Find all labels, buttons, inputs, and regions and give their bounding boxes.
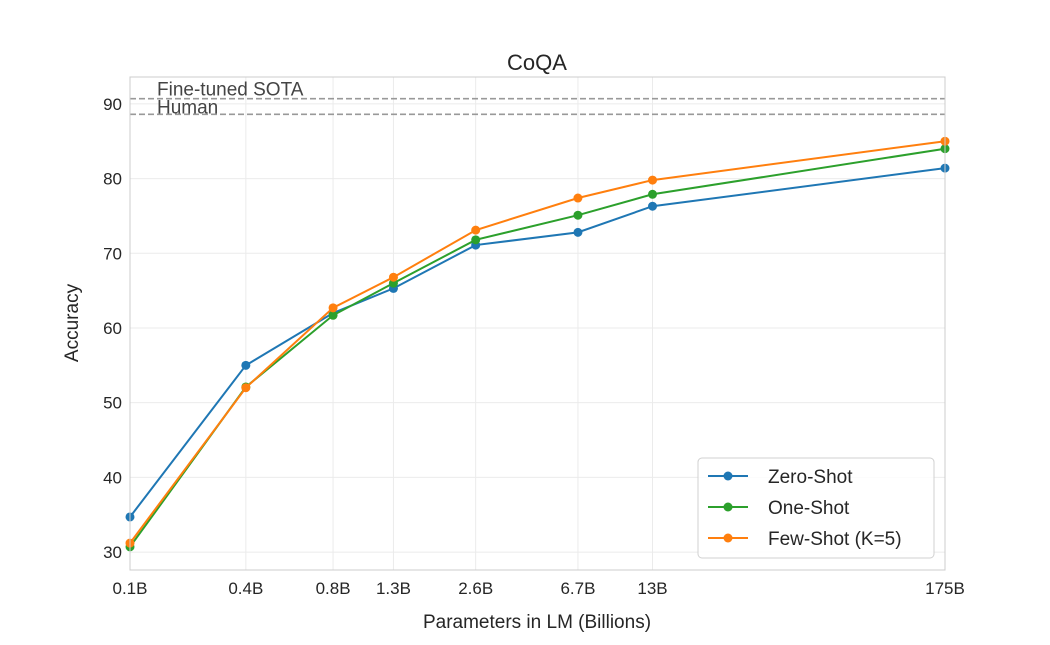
x-tick-label: 1.3B <box>376 579 411 598</box>
legend: Zero-Shot One-Shot Few-Shot (K=5) <box>697 457 935 559</box>
legend-item: Zero-Shot <box>708 467 853 488</box>
x-tick-label: 0.1B <box>113 579 148 598</box>
data-point <box>573 193 583 203</box>
legend-item: One-Shot <box>708 498 850 519</box>
legend-box <box>697 457 935 559</box>
legend-marker <box>723 502 733 512</box>
legend-marker <box>723 533 733 543</box>
x-tick-label: 13B <box>637 579 667 598</box>
reference-line-label: Human <box>157 97 218 118</box>
legend-label: Zero-Shot <box>768 467 853 488</box>
x-tick-label: 2.6B <box>458 579 493 598</box>
series-line <box>129 140 946 544</box>
y-tick-label: 60 <box>103 319 122 338</box>
x-axis-label: Parameters in LM (Billions) <box>423 612 651 633</box>
y-axis-ticks: 30 40 50 60 70 80 90 <box>103 95 122 562</box>
y-tick-label: 90 <box>103 95 122 114</box>
x-axis-ticks: 0.1B 0.4B 0.8B 1.3B 2.6B 6.7B 13B 175B <box>113 579 965 598</box>
y-tick-label: 70 <box>103 244 122 263</box>
data-point <box>328 303 338 313</box>
series-line <box>129 167 946 518</box>
chart-title: CoQA <box>507 50 567 75</box>
data-point <box>648 175 658 185</box>
y-tick-label: 50 <box>103 394 122 413</box>
data-point <box>328 310 338 320</box>
x-tick-label: 0.8B <box>316 579 351 598</box>
plot-frame <box>129 76 946 571</box>
reference-line-label: Fine-tuned SOTA <box>157 80 304 101</box>
data-point <box>573 210 583 220</box>
legend-marker <box>723 471 733 481</box>
data-point <box>573 227 583 237</box>
data-point <box>241 360 251 370</box>
data-point <box>241 383 251 393</box>
legend-label: One-Shot <box>768 498 850 519</box>
x-tick-label: 175B <box>925 579 965 598</box>
x-tick-label: 0.4B <box>228 579 263 598</box>
x-tick-label: 6.7B <box>560 579 595 598</box>
y-axis-label: Accuracy <box>62 283 83 362</box>
data-point <box>648 189 658 199</box>
data-point <box>471 225 481 235</box>
data-point <box>471 235 481 245</box>
y-tick-label: 30 <box>103 543 122 562</box>
y-tick-label: 80 <box>103 170 122 189</box>
data-point <box>388 272 398 282</box>
y-tick-label: 40 <box>103 468 122 487</box>
legend-label: Few-Shot (K=5) <box>768 529 902 550</box>
data-point <box>648 201 658 211</box>
legend-item: Few-Shot (K=5) <box>708 529 902 550</box>
